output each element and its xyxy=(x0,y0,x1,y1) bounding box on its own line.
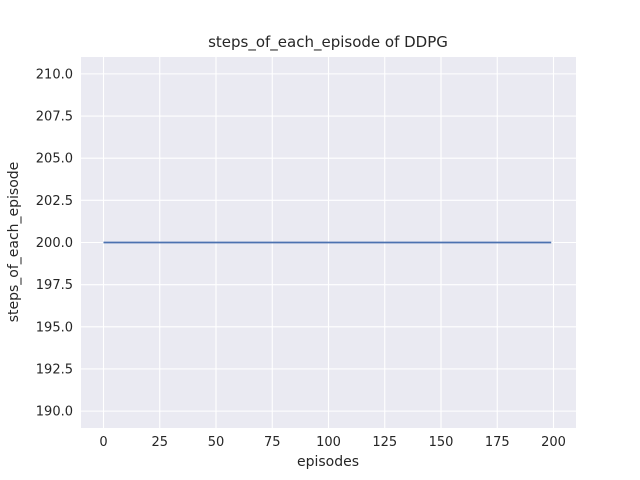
y-tick-label: 207.5 xyxy=(36,110,73,125)
y-tick-label: 190.0 xyxy=(36,405,73,420)
x-tick-label: 100 xyxy=(316,435,341,450)
x-tick-label: 150 xyxy=(429,435,454,450)
x-tick-label: 75 xyxy=(264,435,281,450)
x-tick-label: 125 xyxy=(372,435,397,450)
x-tick-label: 175 xyxy=(485,435,510,450)
y-tick-label: 200.0 xyxy=(36,236,73,251)
x-tick-label: 200 xyxy=(541,435,566,450)
y-tick-label: 195.0 xyxy=(36,320,73,335)
y-tick-label: 202.5 xyxy=(36,194,73,209)
y-tick-label: 192.5 xyxy=(36,362,73,377)
x-axis-label: episodes xyxy=(297,454,359,470)
chart-title: steps_of_each_episode of DDPG xyxy=(208,33,448,52)
y-tick-labels: 190.0 192.5 195.0 197.5 200.0 202.5 205.0 207.5… xyxy=(36,67,73,419)
y-axis-label: steps_of_each_episode xyxy=(6,162,22,323)
x-tick-label: 0 xyxy=(99,435,107,450)
x-tick-labels: 0 25 50 75 100 125 150 175 200 xyxy=(99,435,566,450)
y-tick-label: 205.0 xyxy=(36,152,73,167)
x-tick-label: 25 xyxy=(151,435,168,450)
y-tick-label: 210.0 xyxy=(36,67,73,82)
x-tick-label: 50 xyxy=(208,435,225,450)
y-tick-label: 197.5 xyxy=(36,278,73,293)
